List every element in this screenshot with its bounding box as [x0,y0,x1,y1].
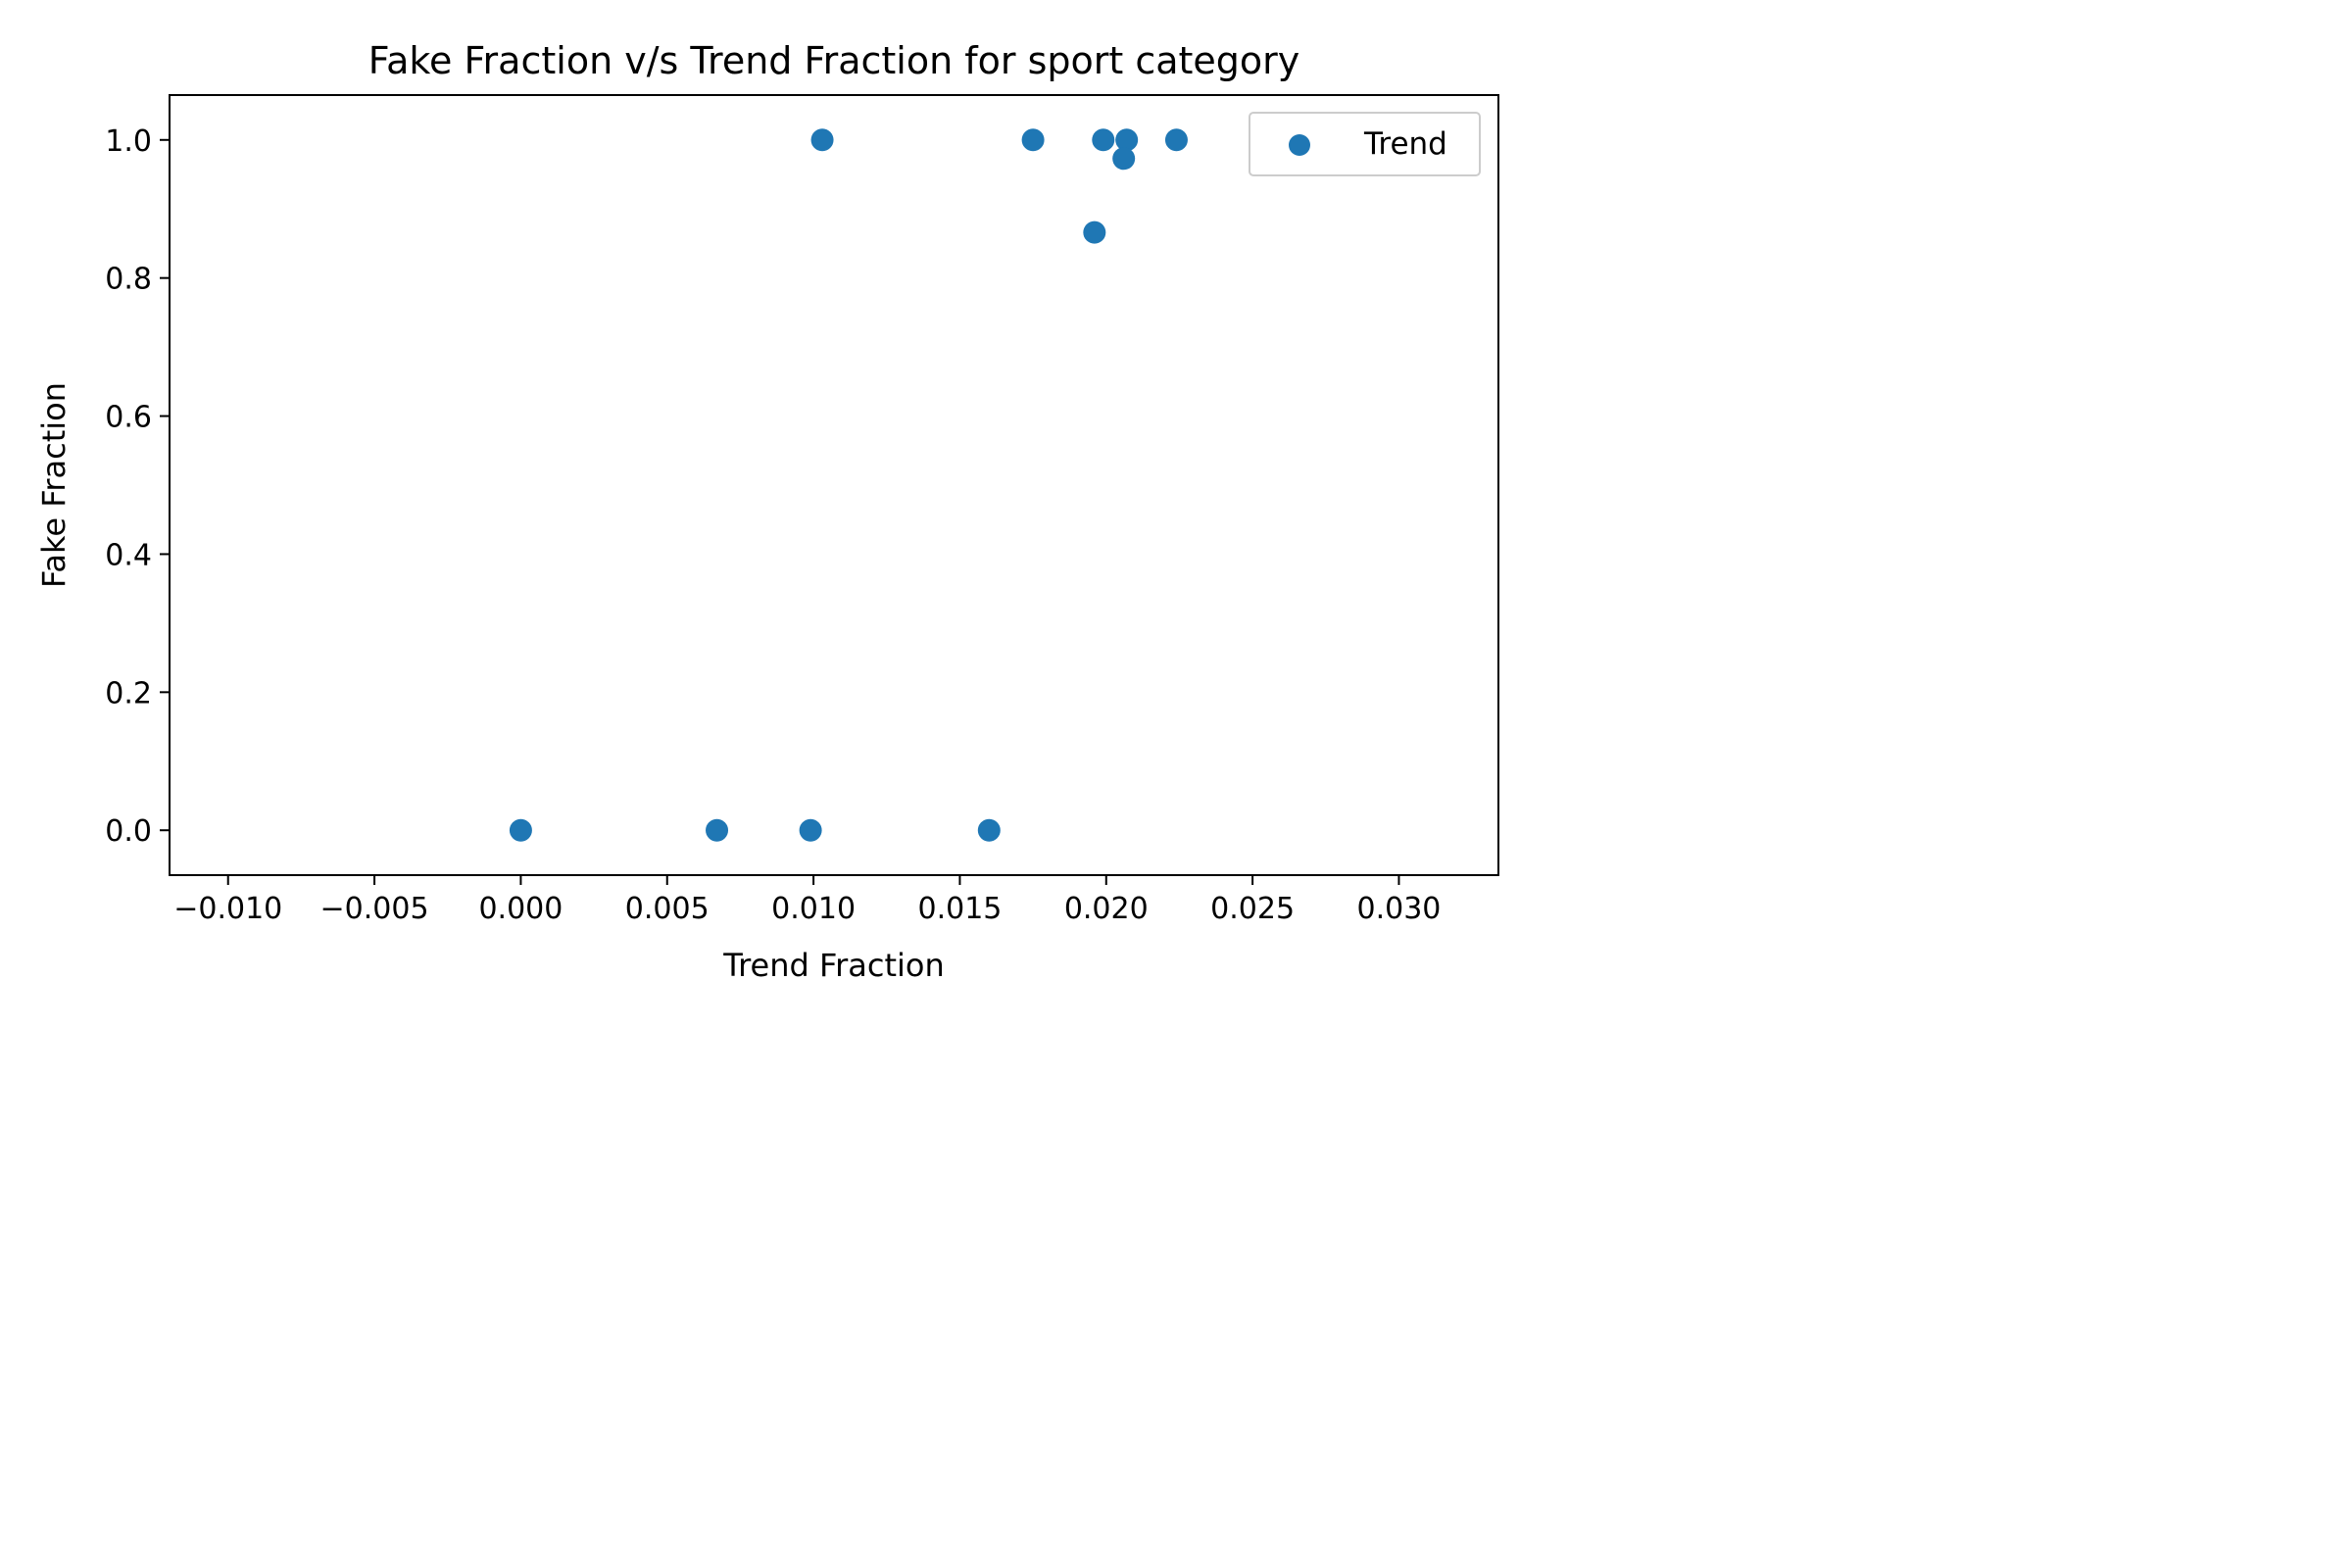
legend-marker [1289,134,1310,156]
data-point [810,128,834,152]
data-point [977,818,1001,842]
x-tick-label: −0.010 [173,892,282,926]
data-point [706,818,729,842]
y-tick-label: 0.4 [105,538,152,572]
data-point [1021,128,1045,152]
data-point [509,818,532,842]
data-point [1164,128,1188,152]
legend: Trend [1249,112,1481,176]
data-point [1112,147,1136,171]
x-tick-label: 0.020 [1064,892,1149,926]
plot-frame [169,94,1499,876]
data-point [1092,128,1115,152]
scatter-chart: Fake Fraction v/s Trend Fraction for spo… [35,39,1499,984]
x-tick-label: 0.005 [625,892,710,926]
x-tick-label: 0.030 [1357,892,1442,926]
y-tick-label: 1.0 [105,124,152,159]
data-point [799,818,822,842]
y-tick-label: 0.8 [105,263,152,297]
legend-label: Trend [1363,126,1447,162]
x-axis-label: Trend Fraction [722,947,944,984]
data-point [1083,220,1106,244]
x-tick-label: −0.005 [320,892,429,926]
legend-box [1249,112,1481,176]
y-axis-label: Fake Fraction [35,382,73,588]
y-tick-label: 0.0 [105,814,152,849]
data-point [1115,128,1139,152]
chart-title: Fake Fraction v/s Trend Fraction for spo… [368,39,1300,82]
points-layer [509,128,1188,842]
y-tick-label: 0.6 [105,401,152,435]
y-tick-label: 0.2 [105,676,152,710]
x-tick-label: 0.000 [478,892,563,926]
x-tick-label: 0.015 [917,892,1002,926]
x-tick-label: 0.010 [771,892,856,926]
ticks-layer: −0.010 −0.005 0.000 0.005 0.010 0.015 0.020 0.0… [105,124,1441,926]
x-tick-label: 0.025 [1210,892,1295,926]
